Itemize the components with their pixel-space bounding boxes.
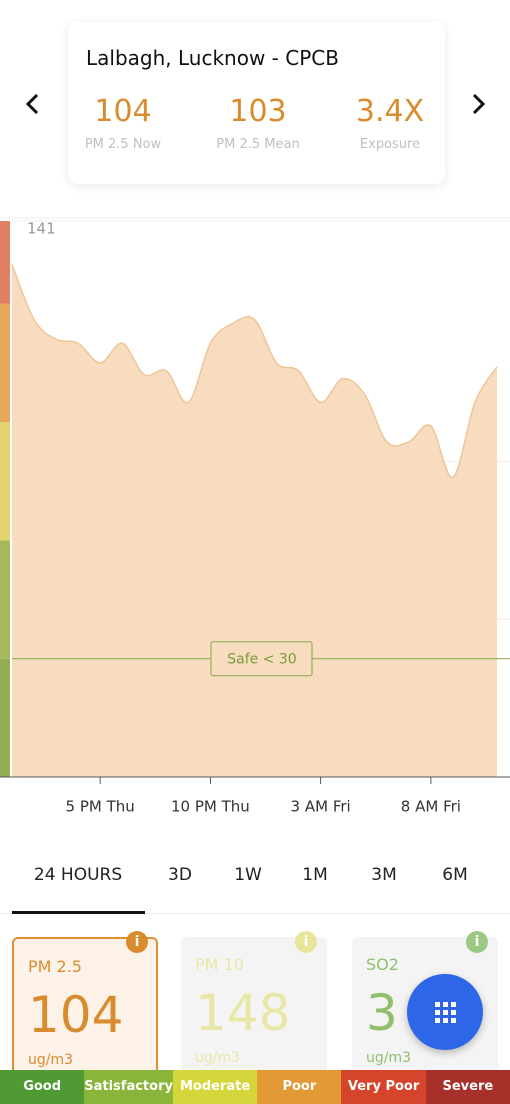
- card-value: 104: [28, 986, 124, 1044]
- grid-icon: [435, 1002, 456, 1023]
- tab[interactable]: 3D: [168, 865, 192, 885]
- aqi-band: [0, 658, 10, 777]
- tab[interactable]: 6M: [442, 865, 468, 885]
- card-unit: ug/m3: [195, 1050, 241, 1066]
- stat-label: PM 2.5 Mean: [216, 137, 300, 152]
- legend-item: Poor: [257, 1070, 342, 1104]
- legend-item: Satisfactory: [84, 1070, 173, 1104]
- tab[interactable]: 24 HOURS: [33, 865, 123, 885]
- tab[interactable]: 1W: [234, 865, 262, 885]
- area-line: [11, 264, 498, 479]
- card-unit: ug/m3: [28, 1052, 74, 1068]
- stat: 103 PM 2.5 Mean: [198, 94, 318, 152]
- tab[interactable]: 1M: [302, 865, 328, 885]
- card-name: SO2: [366, 955, 399, 974]
- area: [12, 264, 497, 778]
- station-name: Lalbagh, Lucknow - CPCB: [86, 46, 339, 70]
- stat-value: 104: [94, 94, 152, 129]
- pollutant-card[interactable]: PM 10 148 ug/m3: [181, 937, 327, 1087]
- aqi-band: [0, 221, 10, 304]
- card-unit: ug/m3: [366, 1050, 412, 1066]
- legend-item: Very Poor: [341, 1070, 426, 1104]
- stat: 3.4X Exposure: [330, 94, 450, 152]
- legend-item: Severe: [425, 1070, 510, 1104]
- y-tick-label: 141: [27, 220, 56, 238]
- aqi-band: [0, 540, 10, 659]
- aqi-band: [0, 422, 10, 541]
- info-icon[interactable]: i: [126, 931, 148, 953]
- card-value: 148: [195, 984, 291, 1042]
- pollutant-card[interactable]: PM 2.5 104 ug/m3: [12, 937, 158, 1087]
- legend-item: Moderate: [172, 1070, 258, 1104]
- legend-item: Good: [0, 1070, 85, 1104]
- prev-arrow[interactable]: [24, 92, 42, 116]
- aqi-band: [0, 303, 10, 423]
- safe-label-box: [210, 641, 313, 677]
- station-card: Lalbagh, Lucknow - CPCB 104 PM 2.5 Now 10…: [68, 22, 445, 184]
- tab[interactable]: 3M: [371, 865, 397, 885]
- card-name: PM 10: [195, 955, 244, 974]
- divider: [0, 913, 510, 914]
- tab-indicator: [12, 911, 145, 914]
- next-arrow[interactable]: [469, 92, 487, 116]
- x-tick-label: 8 AM Fri: [401, 798, 461, 816]
- stat: 104 PM 2.5 Now: [63, 94, 183, 152]
- info-icon[interactable]: i: [295, 931, 317, 953]
- info-icon[interactable]: i: [466, 931, 488, 953]
- safe-label: Safe < 30: [227, 652, 296, 668]
- stat-value: 103: [229, 94, 287, 129]
- x-tick-label: 10 PM Thu: [171, 798, 250, 816]
- x-tick-label: 5 PM Thu: [66, 798, 135, 816]
- menu-button[interactable]: [407, 974, 483, 1050]
- stat-label: Exposure: [359, 137, 421, 152]
- card-name: PM 2.5: [28, 957, 82, 976]
- stat-label: PM 2.5 Now: [84, 137, 162, 152]
- legend: Good Satisfactory Moderate Poor Very Poor Sev…: [0, 1070, 510, 1104]
- stat-value: 3.4X: [355, 94, 425, 129]
- x-tick-label: 3 AM Fri: [291, 798, 351, 816]
- card-value: 3: [366, 984, 398, 1042]
